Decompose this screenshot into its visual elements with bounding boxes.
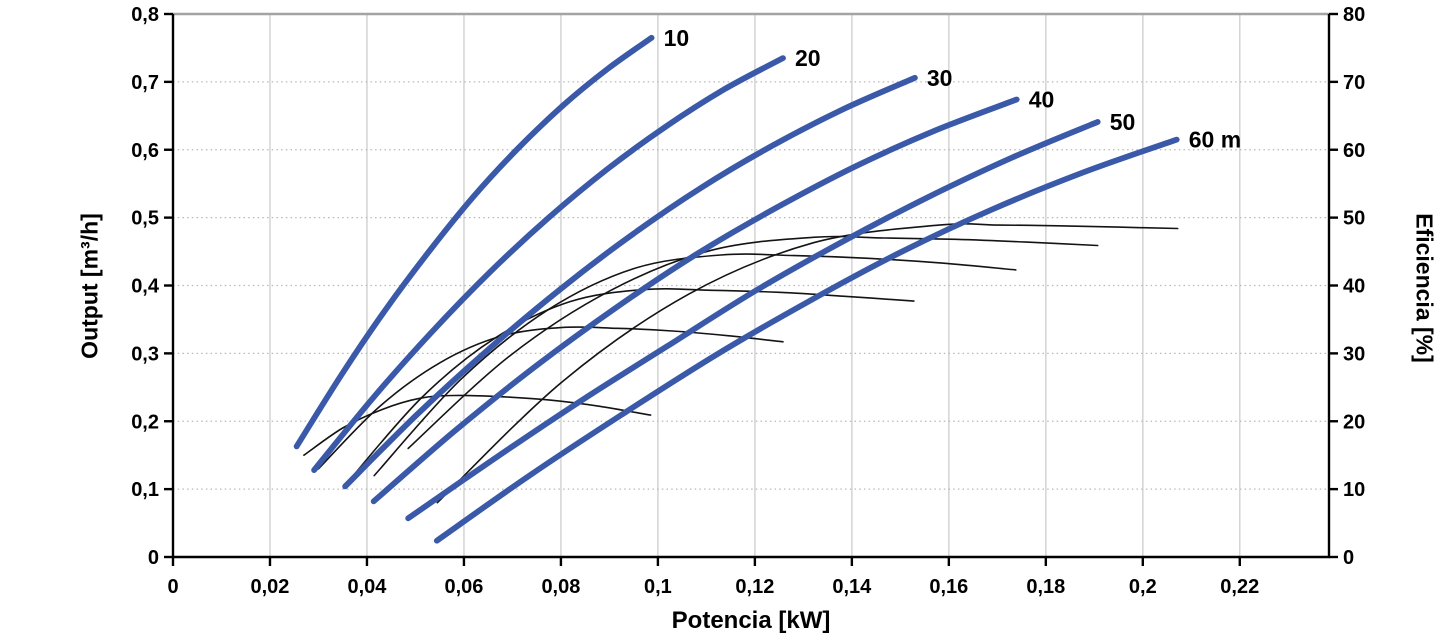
y-axis-title-left: Output [m³/h] (76, 213, 103, 359)
y-right-tick-label: 10 (1343, 479, 1365, 501)
head-curve-label-40: 40 (1029, 87, 1055, 113)
efficiency-curve-40 (373, 253, 1017, 477)
x-tick-label: 0,16 (929, 576, 968, 598)
head-curve-label-20: 20 (795, 45, 821, 71)
y-left-tick-label: 0,1 (131, 479, 159, 501)
x-tick-label: 0,18 (1026, 576, 1065, 598)
y-left-tick-label: 0,5 (131, 208, 159, 230)
y-right-tick-label: 50 (1343, 208, 1365, 230)
x-tick-label: 0 (167, 576, 178, 598)
head-curve-label-30: 30 (927, 65, 953, 91)
y-right-tick-label: 20 (1343, 411, 1365, 433)
x-tick-label: 0,06 (444, 576, 483, 598)
y-right-tick-label: 0 (1343, 547, 1354, 569)
y-left-tick-label: 0,6 (131, 140, 159, 162)
head-curve-60 (433, 136, 1180, 544)
y-right-tick-label: 70 (1343, 72, 1365, 94)
y-left-tick-label: 0,7 (131, 72, 159, 94)
head-curve-label-50: 50 (1110, 109, 1136, 135)
y-left-tick-label: 0,3 (131, 343, 159, 365)
y-right-tick-label: 40 (1343, 276, 1365, 298)
efficiency-curve-10 (303, 394, 652, 456)
y-axis-title-right: Eficiencia [%] (1411, 213, 1438, 363)
x-axis-title: Potencia [kW] (671, 607, 831, 634)
head-curve-20 (311, 55, 786, 473)
x-tick-label: 0,08 (541, 576, 580, 598)
y-right-tick-label: 30 (1343, 343, 1365, 365)
x-tick-label: 0,14 (832, 576, 872, 598)
efficiency-curve-50 (407, 235, 1099, 450)
x-tick-label: 0,22 (1220, 576, 1259, 598)
y-left-tick-label: 0,2 (131, 411, 159, 433)
y-right-tick-label: 80 (1343, 4, 1365, 26)
y-left-tick-label: 0,4 (131, 276, 160, 298)
head-curve-label-10: 10 (664, 25, 690, 51)
x-tick-label: 0,02 (251, 576, 290, 598)
x-tick-label: 0,2 (1129, 576, 1157, 598)
head-curve-40 (370, 96, 1020, 505)
y-right-tick-label: 60 (1343, 140, 1365, 162)
head-curve-10 (293, 34, 655, 450)
x-tick-label: 0,1 (644, 576, 672, 598)
y-left-tick-label: 0,8 (131, 4, 159, 26)
head-curve-label-60: 60 m (1189, 127, 1241, 153)
head-curve-30 (342, 74, 918, 490)
y-left-tick-label: 0 (148, 547, 159, 569)
x-tick-label: 0,04 (347, 576, 387, 598)
head-curve-50 (405, 119, 1101, 522)
efficiency-curve-20 (317, 326, 784, 470)
x-tick-label: 0,12 (735, 576, 774, 598)
